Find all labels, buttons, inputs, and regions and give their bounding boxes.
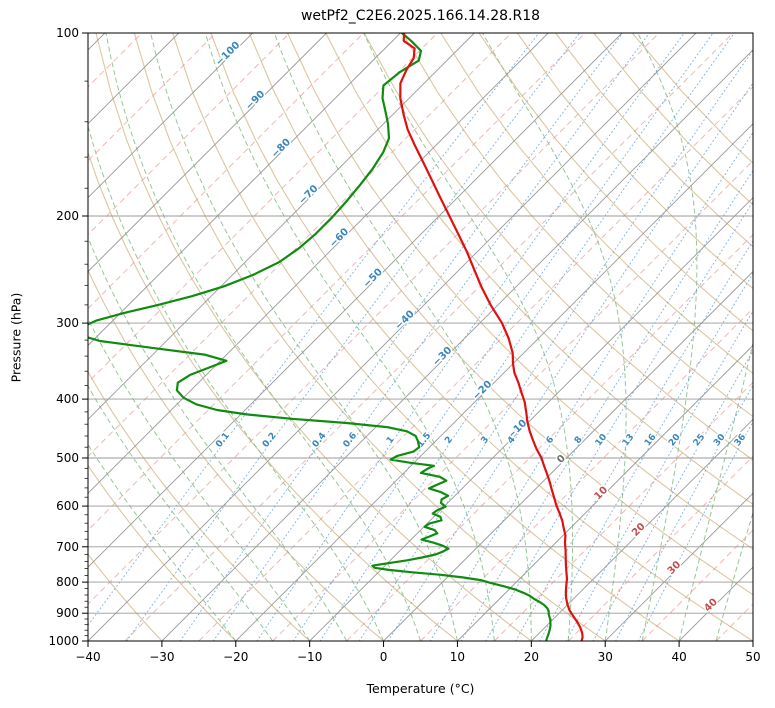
svg-text:30: 30: [712, 432, 728, 448]
svg-text:1000: 1000: [48, 634, 79, 648]
svg-text:800: 800: [56, 575, 79, 589]
y-tick-labels: 100 200 300 400 500 600 700 800 900 1000: [48, 26, 79, 648]
isobar-gridlines: [88, 33, 753, 641]
moist-adiabat-lines: [88, 33, 753, 641]
svg-text:10: 10: [593, 485, 611, 503]
svg-text:−50: −50: [361, 267, 385, 291]
svg-text:−70: −70: [297, 183, 321, 207]
mixing-ratio-lines: [88, 33, 753, 641]
svg-text:−20: −20: [223, 650, 248, 664]
svg-text:700: 700: [56, 540, 79, 554]
svg-text:−40: −40: [75, 650, 100, 664]
svg-text:50: 50: [745, 650, 760, 664]
svg-text:200: 200: [56, 209, 79, 223]
svg-text:100: 100: [56, 26, 79, 40]
svg-text:20: 20: [630, 521, 648, 539]
svg-text:1: 1: [385, 435, 397, 446]
svg-text:0: 0: [555, 453, 568, 466]
svg-text:0.6: 0.6: [342, 431, 360, 450]
svg-text:500: 500: [56, 451, 79, 465]
svg-text:10: 10: [594, 432, 610, 448]
plot-frame: [87, 32, 754, 642]
svg-text:10: 10: [450, 650, 465, 664]
svg-text:8: 8: [573, 435, 585, 446]
svg-text:0.1: 0.1: [214, 431, 232, 450]
svg-text:−10: −10: [297, 650, 322, 664]
x-tick-labels: −40 −30 −20 −10 0 10 20 30 40 50: [75, 650, 760, 664]
svg-text:0.2: 0.2: [261, 431, 279, 450]
svg-text:600: 600: [56, 499, 79, 513]
temperature-curve: [399, 33, 584, 641]
dry-adiabat-lines: [88, 33, 753, 641]
svg-text:6: 6: [545, 435, 557, 446]
svg-text:13: 13: [621, 432, 637, 448]
svg-text:−30: −30: [149, 650, 174, 664]
x-axis-label: Temperature (°C): [366, 681, 475, 696]
svg-text:40: 40: [702, 597, 720, 615]
y-axis-ticks: [82, 32, 88, 642]
x-axis-ticks: [87, 641, 754, 647]
dewpoint-curve: [88, 33, 552, 641]
svg-text:2: 2: [443, 435, 455, 446]
isotherm-lines: [88, 33, 753, 641]
svg-text:400: 400: [56, 392, 79, 406]
svg-text:20: 20: [524, 650, 539, 664]
svg-text:−90: −90: [244, 89, 268, 113]
svg-text:−40: −40: [393, 309, 417, 333]
svg-text:−80: −80: [269, 137, 293, 161]
y-axis-label: Pressure (hPa): [8, 292, 24, 383]
chart-title: wetPf2_C2E6.2025.166.14.28.R18: [300, 8, 541, 24]
svg-text:−60: −60: [328, 226, 352, 250]
svg-text:−30: −30: [431, 345, 455, 369]
svg-text:300: 300: [56, 316, 79, 330]
svg-text:−100: −100: [214, 40, 242, 68]
svg-text:25: 25: [692, 432, 708, 448]
svg-text:30: 30: [666, 559, 684, 577]
svg-text:900: 900: [56, 606, 79, 620]
svg-text:0.4: 0.4: [311, 431, 329, 450]
svg-text:3: 3: [479, 435, 491, 446]
svg-text:30: 30: [598, 650, 613, 664]
svg-text:0: 0: [380, 650, 388, 664]
svg-text:40: 40: [671, 650, 686, 664]
